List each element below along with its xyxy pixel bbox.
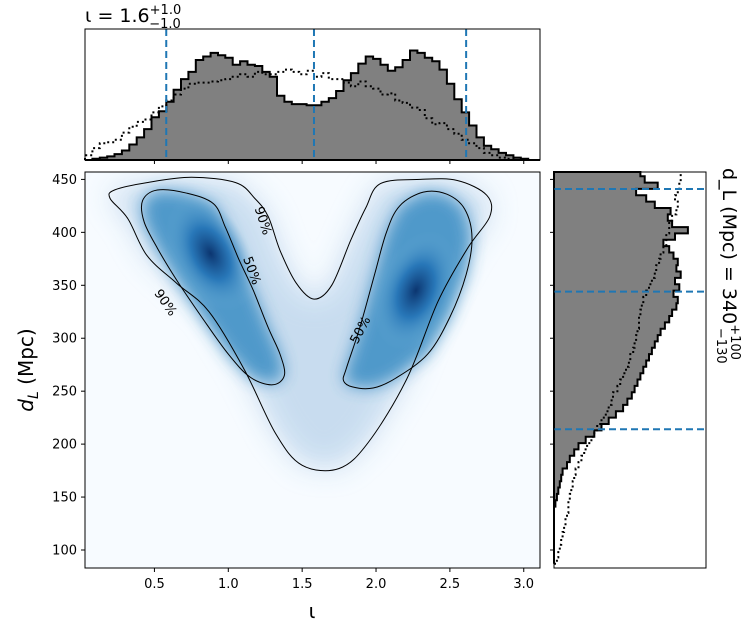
distance-histogram-filled (553, 171, 689, 564)
x-axis-ticks: 0.5 1.0 1.5 2.0 2.5 3.0 (144, 160, 534, 592)
iota-marginal-panel: ι = 1.6+1.0 −1.0 (84, 3, 541, 161)
iota-summary-lower: −1.0 (149, 17, 181, 32)
joint-frame (84, 171, 541, 569)
distance-marginal-panel: d_L (Mpc) = 340+100−130 (553, 168, 742, 569)
iota-histogram (84, 49, 540, 161)
density-peak (166, 195, 255, 312)
distance-summary-lower: −130 (713, 328, 728, 364)
y-tick-label: 450 (52, 173, 77, 188)
density-peak (373, 231, 459, 350)
x-tick-label: 2.0 (366, 577, 387, 592)
y-tick-label: 150 (52, 491, 77, 506)
y-tick-label: 350 (52, 279, 77, 294)
x-axis-label: ι (309, 599, 316, 623)
distance-summary-value: d_L (Mpc) = 340 (718, 168, 740, 324)
distance-summary: d_L (Mpc) = 340+100−130 (713, 168, 742, 364)
distance-histogram-dotted (554, 172, 682, 565)
contour-50-line (140, 189, 286, 386)
y-tick-label: 200 (52, 438, 77, 453)
density-heatmap (110, 177, 490, 469)
y-axis-label: dL (Mpc) (14, 328, 42, 411)
y-tick-label: 250 (52, 385, 77, 400)
contour-90-line (108, 176, 493, 472)
distance-marginal-frame (553, 171, 707, 569)
x-tick-label: 1.0 (218, 577, 239, 592)
x-tick-label: 0.5 (144, 577, 165, 592)
y-axis-ticks: 100 150 200 250 300 350 400 450 (52, 173, 554, 559)
credible-contours (108, 176, 493, 472)
y-tick-label: 100 (52, 544, 77, 559)
x-tick-label: 2.5 (440, 577, 461, 592)
y-tick-label: 300 (52, 332, 77, 347)
y-tick-label: 400 (52, 226, 77, 241)
distance-histogram (553, 171, 689, 565)
y-axis-subscript: L (26, 391, 42, 399)
y-axis-units: (Mpc) (14, 328, 38, 391)
iota-summary-upper: +1.0 (150, 3, 182, 18)
iota-histogram-filled (85, 49, 540, 161)
x-tick-label: 3.0 (513, 577, 534, 592)
y-axis-symbol: d (14, 399, 38, 412)
distance-quantile-lines (554, 187, 706, 431)
iota-summary-value: ι = 1.6 (85, 5, 150, 27)
iota-marginal-frame (84, 28, 541, 161)
iota-summary: ι = 1.6+1.0 −1.0 (85, 3, 181, 32)
x-tick-label: 1.5 (292, 577, 313, 592)
contour-50-line (342, 190, 473, 390)
distance-summary-upper: +100 (727, 324, 742, 360)
joint-density-panel: 90% 90% 50% 50% 0.5 1.0 1.5 2.0 2.5 3.0 10015… (14, 160, 554, 623)
